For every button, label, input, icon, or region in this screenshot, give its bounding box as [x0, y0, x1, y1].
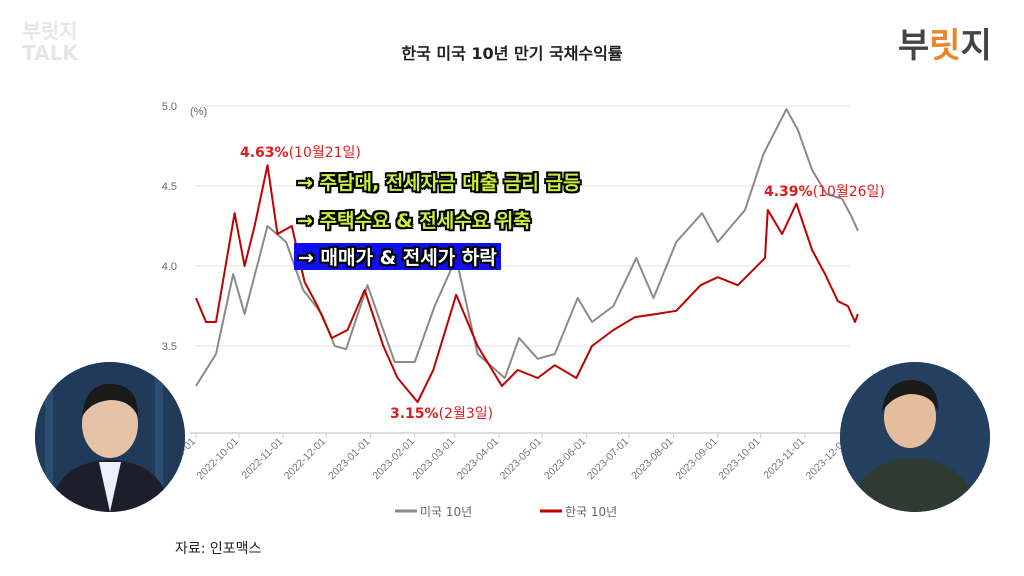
annotation-value: 4.63%	[240, 145, 289, 161]
chart-title: 한국 미국 10년 만기 국채수익률	[401, 44, 623, 63]
y-tick-label: 5.0	[162, 101, 177, 113]
annotation-date: (2월3일)	[438, 406, 494, 422]
presenter-avatar-icon	[35, 362, 185, 512]
legend-label: 한국 10년	[565, 505, 617, 519]
series-line	[195, 108, 859, 387]
y-axis-unit: (%)	[190, 106, 207, 118]
x-tick-label: 2023-11-01	[761, 436, 807, 482]
annotation-date: (10월21일)	[288, 145, 361, 161]
channel-watermark: 부릿지 TALK	[22, 20, 78, 64]
callout-2: → 주택수요 & 전세수요 위축	[297, 210, 531, 232]
callout-3: → 매매가 & 전세가 하락	[294, 243, 501, 270]
watermark-line1: 부릿지	[22, 19, 78, 43]
logo-part: 부	[898, 26, 930, 66]
x-tick-label: 2022-11-01	[239, 436, 285, 482]
brand-logo: 부릿지	[898, 18, 992, 67]
left-presenter-webcam	[35, 362, 185, 512]
annotation-date: (10월26일)	[812, 184, 885, 200]
x-tick-label: 2023-08-01	[629, 436, 676, 483]
x-tick-label: 2023-10-01	[716, 436, 763, 483]
logo-part: 릿	[929, 26, 961, 66]
y-tick-label: 4.5	[162, 181, 177, 193]
kr-recent-annotation: 4.39%(10월26일)	[764, 181, 885, 201]
x-tick-label: 2023-02-01	[370, 436, 417, 483]
x-tick-label: 2023-01-01	[326, 436, 373, 483]
callout-1: → 주담대, 전세자금 대출 금리 급등	[297, 172, 581, 194]
annotation-value: 3.15%	[390, 406, 439, 422]
right-presenter-webcam	[840, 362, 990, 512]
x-tick-label: 2023-04-01	[455, 436, 502, 483]
y-tick-label: 4.0	[162, 261, 177, 273]
series-line	[195, 164, 859, 403]
logo-part: 지	[960, 26, 992, 66]
annotation-value: 4.39%	[764, 184, 813, 200]
x-tick-label: 2023-06-01	[542, 436, 589, 483]
source-note: 자료: 인포맥스	[175, 541, 262, 557]
kr-low-annotation: 3.15%(2월3일)	[390, 403, 493, 423]
x-tick-label: 2023-03-01	[410, 436, 457, 483]
y-tick-label: 3.5	[162, 341, 177, 353]
x-tick-label: 2023-05-01	[498, 436, 545, 483]
x-tick-label: 2022-10-01	[195, 436, 242, 483]
x-tick-label: 2023-07-01	[585, 436, 632, 483]
presenter-avatar-icon	[840, 362, 990, 512]
x-tick-label: 2022-12-01	[282, 436, 329, 483]
x-tick-label: 2023-09-01	[673, 436, 720, 483]
legend-label: 미국 10년	[420, 505, 472, 519]
watermark-line2: TALK	[22, 41, 78, 65]
kr-peak-annotation: 4.63%(10월21일)	[240, 142, 361, 162]
